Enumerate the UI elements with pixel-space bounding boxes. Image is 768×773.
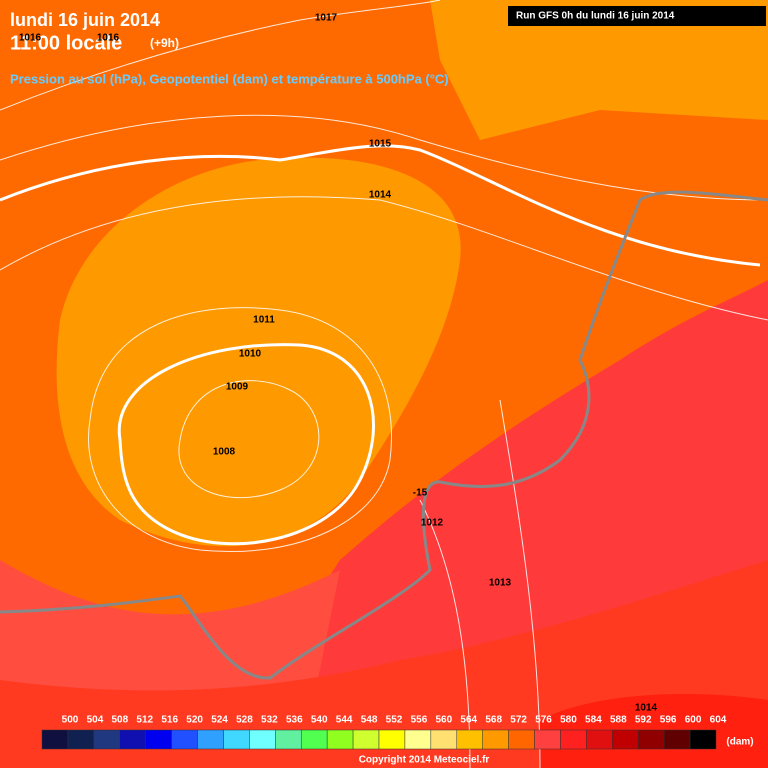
legend-swatch: [326, 729, 354, 750]
legend-tick-label: 552: [386, 715, 403, 726]
legend-tick-label: 540: [311, 715, 328, 726]
legend-swatch: [67, 729, 95, 750]
legend-tick-label: 548: [361, 715, 378, 726]
legend-unit: (dam): [726, 737, 753, 748]
run-label: Run GFS 0h du lundi 16 juin 2014: [516, 11, 675, 22]
legend-tick-label: 500: [62, 715, 79, 726]
legend-tick-label: 536: [286, 715, 303, 726]
legend-swatch: [171, 729, 198, 750]
isobar: [0, 196, 768, 321]
isobar-label: 1017: [315, 13, 338, 24]
isobar-label: 1013: [489, 578, 512, 589]
legend-swatch: [482, 729, 509, 750]
isobar-label: 1009: [226, 382, 249, 393]
legend-tick-label: 516: [161, 715, 178, 726]
legend-tick-label: 556: [411, 715, 428, 726]
isobar: [419, 499, 471, 769]
isobar-label: 1011: [253, 315, 275, 326]
legend-swatch: [508, 729, 535, 750]
legend-tick-label: 564: [460, 715, 477, 726]
legend-tick-label: 524: [211, 715, 228, 726]
isobar-label: 1010: [239, 349, 262, 360]
legend-tick-label: 572: [510, 715, 527, 726]
temperature-line: [0, 190, 768, 680]
legend-tick-label: 600: [685, 715, 702, 726]
date: lundi 16 juin 2014: [10, 10, 160, 30]
legend-tick-label: 508: [112, 715, 129, 726]
legend-swatch: [404, 729, 432, 750]
time: 11:00 locale: [10, 32, 122, 54]
legend-tick-label: 560: [436, 715, 453, 726]
legend-swatch: [93, 729, 121, 750]
legend-swatch: [275, 729, 302, 750]
isobar: [178, 380, 320, 499]
geopotential-line: [117, 343, 375, 546]
legend-tick-label: 528: [236, 715, 253, 726]
legend-swatch: [145, 729, 172, 750]
isobar-label: 1016: [97, 33, 120, 44]
isobar: [0, 114, 768, 201]
legend-swatch: [534, 729, 561, 750]
warm-region: [430, 0, 768, 140]
isobar-label: 1014: [369, 190, 392, 201]
legend-tick-label: 596: [660, 715, 677, 726]
legend-tick-label: 588: [610, 715, 627, 726]
legend-swatch: [637, 729, 665, 750]
isobar-label: 1016: [19, 33, 42, 44]
subtitle: Pression au sol (hPa), Geopotentiel (dam…: [10, 71, 449, 86]
legend-swatch: [378, 729, 406, 750]
legend-swatch: [352, 729, 380, 750]
offset: (+9h): [150, 36, 179, 50]
legend-tick-label: 584: [585, 715, 602, 726]
legend-swatch: [612, 729, 639, 750]
isobar-label: 1014: [635, 703, 658, 714]
legend-tick-label: 532: [261, 715, 278, 726]
geopotential-line: [0, 144, 761, 267]
ridge-region: [56, 157, 461, 547]
isobar: [0, 0, 441, 111]
legend-swatch: [249, 729, 276, 750]
legend-swatch: [689, 729, 717, 750]
legend-swatch: [197, 729, 224, 750]
legend-swatch: [300, 729, 328, 750]
isobar-label: 1012: [421, 518, 444, 529]
legend-swatch: [223, 729, 250, 750]
isobar-label: 1008: [213, 447, 236, 458]
legend-tick-label: 580: [560, 715, 577, 726]
isobar: [499, 399, 541, 769]
legend-tick-label: 504: [87, 715, 104, 726]
copyright: Copyright 2014 Meteociel.fr: [359, 755, 490, 766]
isobar: [88, 307, 392, 552]
legend-tick-label: 512: [136, 715, 153, 726]
legend-tick-label: 604: [710, 715, 727, 726]
legend-swatch: [560, 729, 587, 750]
run-box: [508, 6, 766, 26]
legend-tick-label: 592: [635, 715, 652, 726]
isobar-label: -15: [413, 488, 428, 499]
legend-tick-label: 520: [186, 715, 203, 726]
legend-tick-label: 544: [336, 715, 353, 726]
legend-swatch: [456, 729, 483, 750]
legend-tick-label: 576: [535, 715, 552, 726]
legend-swatch: [41, 729, 69, 750]
isobar-label: 1015: [369, 139, 392, 150]
legend-swatch: [430, 729, 458, 750]
legend-tick-label: 568: [485, 715, 502, 726]
legend-swatch: [586, 729, 613, 750]
legend-swatch: [663, 729, 691, 750]
legend-swatch: [119, 729, 146, 750]
